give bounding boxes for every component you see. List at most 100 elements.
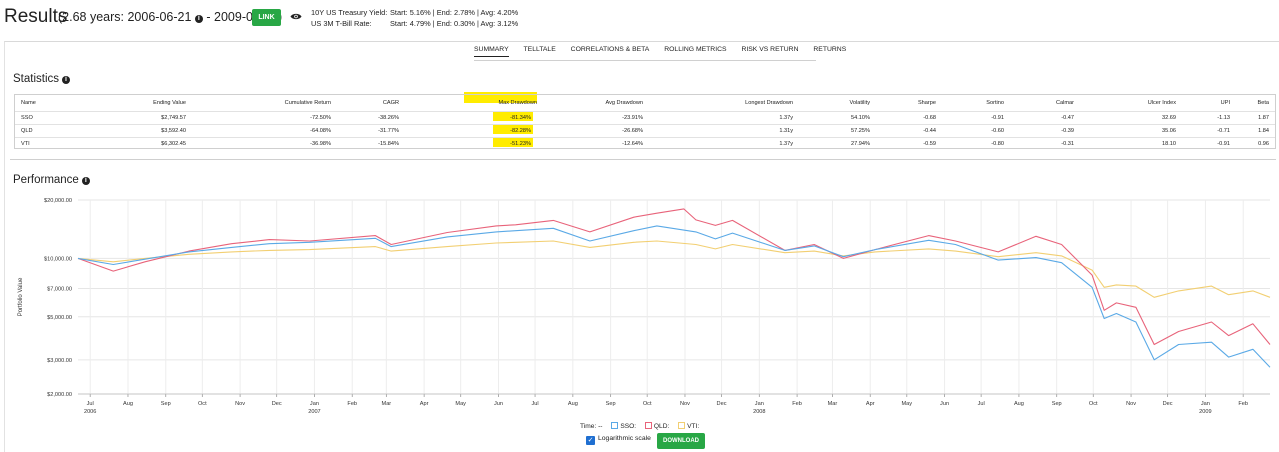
download-button[interactable]: DOWNLOAD <box>657 433 705 449</box>
x-tick-label: Sep <box>161 401 171 407</box>
col-header-sharpe: Sharpe <box>917 100 936 106</box>
col-header-sortino: Sortino <box>986 100 1004 106</box>
series-line-sso <box>77 225 1271 368</box>
legend-label: SSO: <box>620 423 637 430</box>
table-header-row: Name Ending Value Cumulative Return CAGR… <box>15 97 1275 110</box>
tab-summary[interactable]: SUMMARY <box>474 46 509 57</box>
cell-calmar: -0.47 <box>1061 115 1074 121</box>
cell-name: VTI <box>21 141 30 147</box>
section-divider <box>10 159 1276 160</box>
legend-item-qld[interactable]: QLD: <box>644 422 669 430</box>
x-tick-label: Oct <box>198 401 207 407</box>
eye-icon[interactable] <box>290 12 302 21</box>
info-icon[interactable]: i <box>81 177 90 185</box>
col-header-max-drawdown: Max Drawdown <box>498 100 537 106</box>
x-tick-label: Apr <box>420 401 429 407</box>
log-scale-label: Logarithmic scale <box>598 435 651 442</box>
cell-sharpe: -0.59 <box>923 141 936 147</box>
table-row: QLD $3,592.40 -64.08% -31.77% -82.28% -2… <box>15 124 1275 137</box>
treasury-yield-row: 10Y US Treasury Yield: Start: 5.16% | End… <box>311 7 518 18</box>
x-tick-label: Apr <box>866 401 875 407</box>
x-tick-label: Sep <box>1052 401 1062 407</box>
legend-item-sso[interactable]: SSO: <box>611 422 636 430</box>
x-tick-label: Aug <box>123 401 133 407</box>
series-line-qld <box>77 208 1271 346</box>
x-tick-label: Aug <box>1014 401 1024 407</box>
cell-ulcer-index: 32.69 <box>1162 115 1176 121</box>
info-icon[interactable]: i <box>194 15 203 23</box>
col-header-volatility: Volatility <box>849 100 870 106</box>
results-title: Results <box>4 6 68 27</box>
results-tabs: SUMMARY TELLTALE CORRELATIONS & BETA ROL… <box>474 46 859 60</box>
tabs-underline <box>474 60 816 61</box>
cell-upi: -0.71 <box>1217 128 1230 134</box>
log-scale-toggle[interactable]: ✓ Logarithmic scale <box>586 435 651 445</box>
table-row: VTI $6,302.45 -36.98% -15.84% -51.23% -1… <box>15 137 1275 150</box>
link-button[interactable]: LINK <box>252 9 281 26</box>
cell-volatility: 27.94% <box>851 141 870 147</box>
legend-swatch <box>678 422 686 429</box>
cell-cagr: -15.84% <box>378 141 399 147</box>
info-icon[interactable]: i <box>62 76 71 84</box>
cell-beta: 0.96 <box>1258 141 1269 147</box>
x-tick-label: Nov <box>680 401 690 407</box>
statistics-title-text: Statistics <box>13 73 60 85</box>
y-axis-label: Portfolio Value <box>18 277 24 316</box>
cell-cumulative-return: -36.98% <box>310 141 331 147</box>
tab-telltale[interactable]: TELLTALE <box>523 46 556 53</box>
y-tick-label: $3,000.00 <box>47 358 72 364</box>
y-tick-label: $5,000.00 <box>47 315 72 321</box>
col-header-name: Name <box>21 100 36 106</box>
x-tick-label: Oct <box>1089 401 1098 407</box>
cell-cumulative-return: -72.50% <box>310 115 331 121</box>
col-header-cumulative-return: Cumulative Return <box>284 100 331 106</box>
col-header-longest-drawdown: Longest Drawdown <box>745 100 793 106</box>
x-tick-label: Mar <box>382 401 392 407</box>
x-tick-label: May <box>902 401 913 407</box>
cell-cumulative-return: -64.08% <box>310 128 331 134</box>
cell-sortino: -0.91 <box>991 115 1004 121</box>
cell-cagr: -31.77% <box>378 128 399 134</box>
results-header: Results (2.68 years: 2006-06-21 i - 2009… <box>0 0 1279 38</box>
highlight-mark <box>493 124 533 134</box>
statistics-table: Name Ending Value Cumulative Return CAGR… <box>14 94 1276 149</box>
y-tick-label: $10,000.00 <box>44 256 72 262</box>
cell-longest-drawdown: 1.31y <box>779 128 793 134</box>
legend-item-vti[interactable]: VTI: <box>678 422 699 430</box>
cell-ending-value: $6,302.45 <box>161 141 186 147</box>
performance-chart[interactable]: $20,000.00 $10,000.00 $7,000.00 $5,000.00 $3… <box>0 190 1279 422</box>
results-date-range: (2.68 years: 2006-06-21 i - 2009-02-23) <box>58 10 282 24</box>
chart-legend: Time: -- SSO: QLD: VTI: <box>580 422 706 432</box>
checkbox-checked-icon[interactable]: ✓ <box>586 436 595 445</box>
cell-sharpe: -0.68 <box>923 115 936 121</box>
y-tick-label: $20,000.00 <box>44 198 72 204</box>
cell-ending-value: $2,749.57 <box>161 115 186 121</box>
x-tick-label: Jun <box>940 401 949 407</box>
legend-swatch <box>644 422 652 429</box>
highlight-mark <box>493 137 533 147</box>
results-panel <box>4 41 1279 452</box>
y-tick-label: $7,000.00 <box>47 286 72 292</box>
tab-correlations-beta[interactable]: CORRELATIONS & BETA <box>570 46 650 53</box>
cell-avg-drawdown: -23.91% <box>622 115 643 121</box>
tab-rolling-metrics[interactable]: ROLLING METRICS <box>664 46 727 53</box>
cell-avg-drawdown: -12.64% <box>622 141 643 147</box>
cell-max-drawdown: -82.28% <box>510 128 531 134</box>
cell-sharpe: -0.44 <box>923 128 936 134</box>
legend-time: Time: -- <box>580 423 603 430</box>
cell-beta: 1.84 <box>1258 128 1269 134</box>
col-header-beta: Beta <box>1257 100 1269 106</box>
x-tick-label: Oct <box>643 401 652 407</box>
tbill-rate-row: US 3M T-Bill Rate: Start: 4.79% | End: 0.… <box>311 18 518 29</box>
x-tick-label: Dec <box>272 401 282 407</box>
col-header-calmar: Calmar <box>1055 100 1074 106</box>
cell-ulcer-index: 18.10 <box>1162 141 1176 147</box>
x-tick-label: Sep <box>606 401 616 407</box>
x-tick-label: Nov <box>1126 401 1136 407</box>
tab-risk-vs-return[interactable]: RISK VS RETURN <box>741 46 799 53</box>
x-tick-label: Feb <box>1238 401 1248 407</box>
legend-label: VTI: <box>687 423 700 430</box>
cell-calmar: -0.39 <box>1061 128 1074 134</box>
performance-title: Performance i <box>13 174 90 186</box>
tab-returns[interactable]: RETURNS <box>813 46 847 53</box>
